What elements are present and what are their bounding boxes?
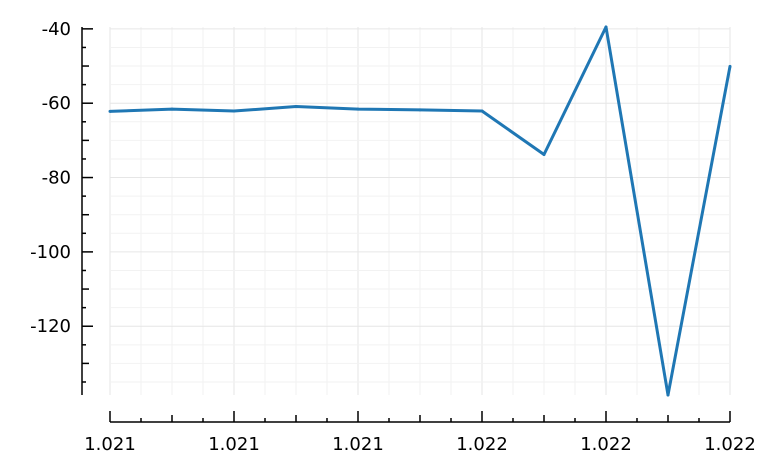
data-point — [480, 109, 484, 113]
x-tick-label: 1.021 — [84, 434, 136, 455]
data-point — [728, 64, 732, 68]
y-tick-label: -80 — [42, 168, 71, 189]
y-axis-ticks: -40 -60 -80 -100 -120 — [30, 19, 93, 383]
x-tick-label: 1.022 — [704, 434, 756, 455]
data-point — [232, 109, 236, 113]
data-point — [108, 109, 112, 113]
data-point — [356, 107, 360, 111]
axes — [81, 27, 730, 423]
grid — [109, 27, 731, 395]
data-point — [542, 152, 546, 156]
data-point — [294, 105, 298, 109]
x-tick-label: 1.021 — [208, 434, 260, 455]
y-tick-label: -60 — [42, 93, 71, 114]
x-tick-label: 1.022 — [456, 434, 508, 455]
series-group — [108, 25, 732, 397]
y-tick-label: -100 — [30, 242, 71, 263]
data-point — [170, 107, 174, 111]
y-tick-label: -120 — [30, 316, 71, 337]
x-axis-ticks: 1.021 1.021 1.021 1.022 1.022 1.022 — [84, 411, 756, 455]
data-point — [604, 25, 608, 29]
data-point — [666, 393, 670, 397]
x-tick-label: 1.022 — [580, 434, 632, 455]
data-point — [418, 108, 422, 112]
x-tick-label: 1.021 — [332, 434, 384, 455]
y-tick-label: -40 — [42, 19, 71, 40]
